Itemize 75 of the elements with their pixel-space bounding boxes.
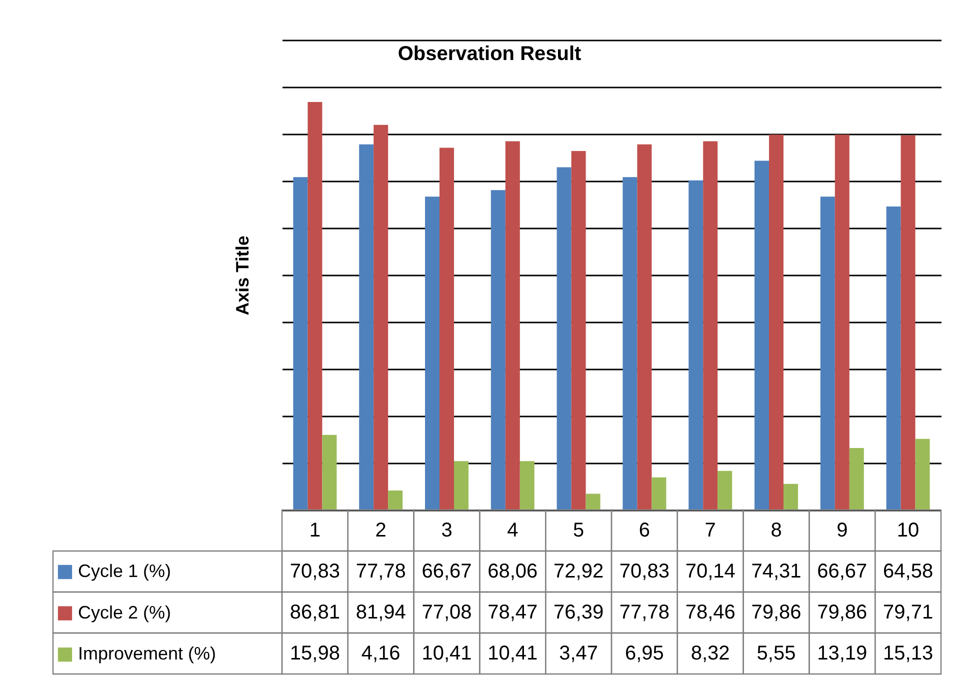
legend-label: Cycle 1 (%) [78, 561, 172, 581]
bar [293, 177, 308, 510]
bar [784, 484, 798, 510]
bar [571, 150, 586, 510]
data-label: 77,08 [422, 602, 472, 624]
data-label: 70,14 [685, 560, 736, 582]
data-label: 68,06 [488, 560, 538, 582]
x-tick-label: 10 [896, 520, 920, 542]
x-tick-label: 5 [572, 520, 584, 542]
data-label: 79,71 [883, 602, 934, 624]
data-label: 66,67 [817, 560, 868, 582]
bar [849, 448, 864, 510]
bar [440, 148, 454, 510]
bar [425, 196, 440, 510]
data-label: 79,86 [817, 602, 868, 624]
data-label: 70,83 [619, 560, 670, 582]
bar [556, 167, 572, 510]
bar [359, 144, 374, 510]
bar [900, 135, 916, 510]
bar [754, 160, 769, 510]
data-label: 15,98 [290, 642, 340, 664]
x-tick-label: 6 [638, 520, 650, 542]
x-tick-label: 2 [375, 520, 386, 542]
bar [915, 438, 930, 510]
data-label: 6,95 [624, 642, 664, 664]
data-label: 15,13 [883, 642, 934, 664]
data-label: 10,41 [488, 642, 538, 664]
bar [622, 177, 638, 510]
legend-label: Cycle 2 (%) [78, 602, 172, 622]
data-label: 77,78 [356, 560, 406, 582]
data-label: 77,78 [619, 602, 670, 624]
data-label: 86,81 [290, 602, 340, 624]
data-label: 13,19 [817, 642, 868, 664]
bar [834, 134, 850, 510]
x-tick-label: 9 [836, 520, 848, 542]
bar [769, 134, 784, 510]
bar [652, 477, 666, 510]
data-label: 64,58 [883, 560, 934, 582]
bar [586, 494, 600, 510]
data-label: 79,86 [751, 602, 802, 624]
x-tick-label: 3 [441, 520, 452, 542]
data-label: 3,47 [559, 642, 598, 664]
data-label: 66,67 [422, 560, 472, 582]
bar [308, 102, 322, 510]
bar [703, 141, 718, 510]
y-axis-title: Axis Title [232, 236, 252, 316]
data-label: 72,92 [554, 560, 604, 582]
bar [520, 461, 534, 510]
x-tick-label: 4 [507, 520, 518, 542]
x-tick-label: 1 [309, 520, 321, 542]
data-label: 78,47 [488, 602, 538, 624]
x-tick-label: 8 [770, 520, 782, 542]
x-tick-label: 7 [704, 520, 716, 542]
bar [388, 490, 403, 510]
data-label: 10,41 [422, 642, 472, 664]
bar [374, 124, 388, 510]
bar [322, 434, 337, 510]
chart-title: Observation Result [398, 43, 582, 65]
bar [505, 141, 520, 510]
data-label: 81,94 [356, 602, 406, 624]
bar [688, 180, 704, 510]
bar [637, 144, 652, 510]
bar [718, 470, 732, 510]
data-label: 8,32 [690, 642, 730, 664]
bar [886, 206, 901, 510]
data-label: 5,55 [756, 642, 796, 664]
data-label: 78,46 [685, 602, 736, 624]
legend-label: Improvement (%) [78, 644, 216, 664]
data-label: 70,83 [290, 560, 340, 582]
data-label: 74,31 [751, 560, 802, 582]
bar [454, 461, 468, 510]
data-label: 76,39 [554, 602, 604, 624]
bar [490, 190, 506, 510]
data-label: 4,16 [361, 642, 400, 664]
bar [820, 196, 835, 510]
